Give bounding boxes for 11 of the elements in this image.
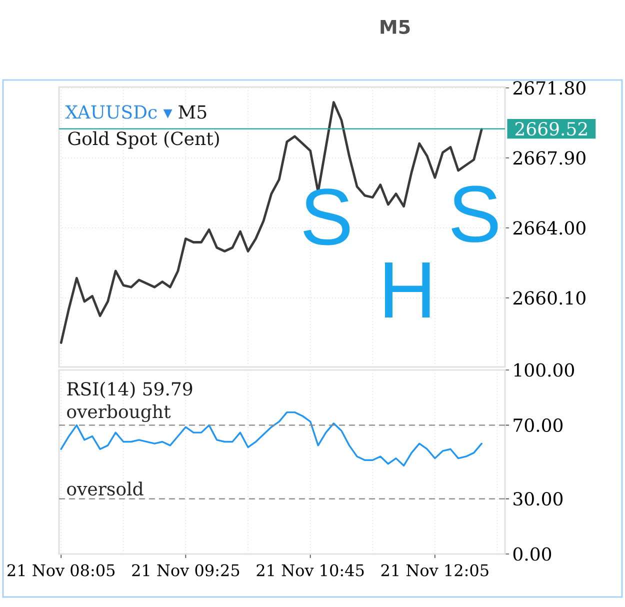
- text: RSI(14) 59.79: [67, 382, 192, 398]
- ref-line-label: oversold: [67, 482, 144, 496]
- x-tick-label: 21 Nov 12:05: [381, 564, 488, 576]
- y-tick-label: 0.00: [513, 547, 552, 561]
- ref-line-label: overbought: [67, 404, 171, 422]
- y-tick-label: 70.00: [514, 418, 563, 432]
- x-tick-label: 21 Nov 10:45: [256, 564, 364, 576]
- x-tick-label: 21 Nov 09:25: [132, 564, 240, 576]
- y-tick-label: 100.00: [514, 363, 574, 377]
- y-tick-label: 30.00: [514, 492, 563, 506]
- x-tick-label: 21 Nov 08:05: [8, 564, 115, 576]
